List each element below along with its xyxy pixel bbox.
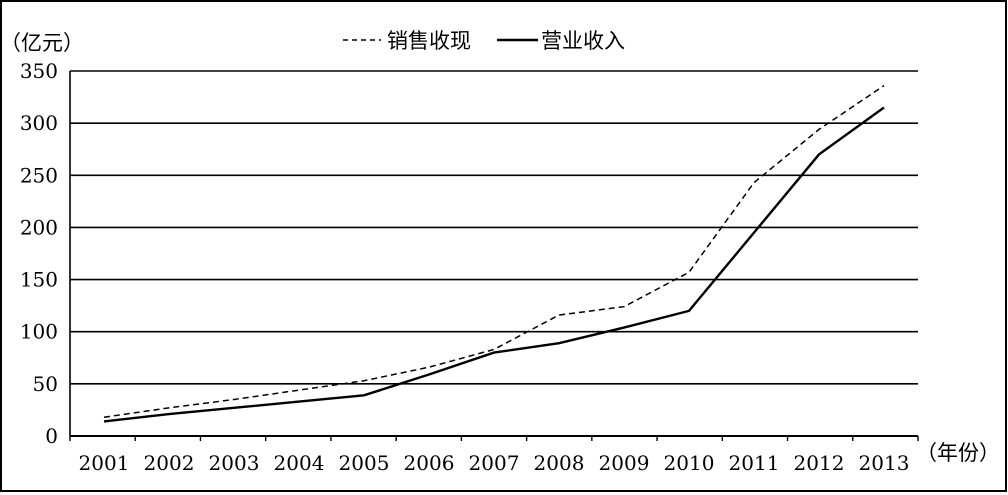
y-tick-label: 350 xyxy=(20,59,58,83)
x-tick-label: 2007 xyxy=(469,451,520,475)
x-tick-label: 2010 xyxy=(664,451,715,475)
series-line-revenue xyxy=(103,106,885,423)
x-tick-label: 2003 xyxy=(209,451,260,475)
x-tick-label: 2008 xyxy=(534,451,585,475)
y-tick-label: 150 xyxy=(20,268,58,292)
y-axis-label: （亿元） xyxy=(0,31,84,55)
x-tick-label: 2005 xyxy=(339,451,390,475)
legend-label-revenue: 营业收入 xyxy=(541,29,625,53)
x-tick-label: 2004 xyxy=(274,451,325,475)
x-tick-marks xyxy=(69,436,919,441)
x-axis-label: （年份） xyxy=(916,441,1000,465)
x-tick-labels: 2001 2002 2003 2004 2005 2006 2007 2008 2009 2010… xyxy=(79,451,910,475)
y-tick-label: 50 xyxy=(33,372,58,396)
series-line-sales-cash xyxy=(103,84,885,418)
legend-label-sales-cash: 销售收现 xyxy=(387,29,471,53)
y-tick-label: 300 xyxy=(20,111,58,135)
x-tick-label: 2002 xyxy=(144,451,195,475)
series-lines xyxy=(103,84,885,423)
y-tick-label: 250 xyxy=(20,163,58,187)
y-tick-labels: 0 50 100 150 200 250 300 350 xyxy=(20,59,58,448)
gridlines xyxy=(69,70,918,437)
x-tick-label: 2009 xyxy=(599,451,650,475)
x-tick-label: 2006 xyxy=(404,451,455,475)
y-tick-label: 0 xyxy=(45,424,58,448)
legend: 销售收现 营业收入 xyxy=(343,29,625,53)
x-tick-label: 2011 xyxy=(729,451,780,475)
y-tick-label: 200 xyxy=(20,215,58,239)
x-tick-label: 2001 xyxy=(79,451,130,475)
y-tick-label: 100 xyxy=(20,320,58,344)
x-tick-label: 2012 xyxy=(794,451,845,475)
x-tick-label: 2013 xyxy=(859,451,910,475)
